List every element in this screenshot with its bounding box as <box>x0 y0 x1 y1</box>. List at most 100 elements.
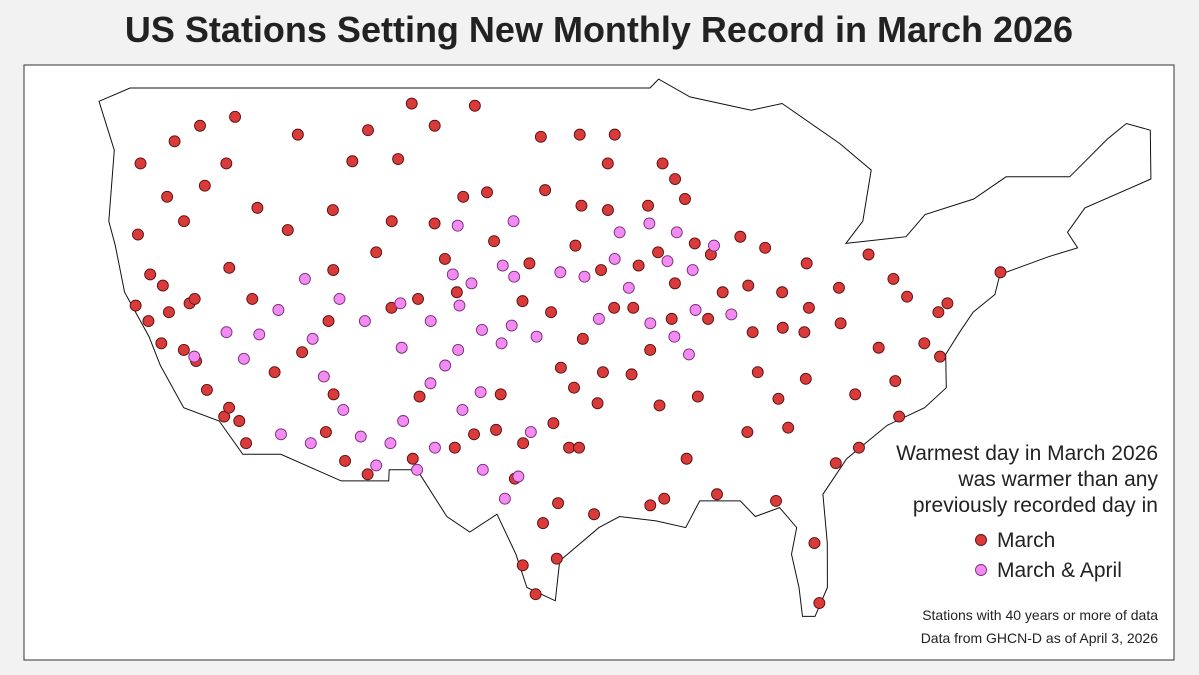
station-dot <box>742 279 755 292</box>
station-dot <box>495 337 508 350</box>
station-dot <box>327 264 340 276</box>
station-dot <box>339 455 352 467</box>
station-dot <box>716 286 729 299</box>
station-dot <box>220 326 233 339</box>
station-dot <box>392 153 405 165</box>
station-dot <box>129 299 142 312</box>
station-dot <box>465 277 478 290</box>
station-dot <box>474 386 487 399</box>
station-dot <box>575 199 588 212</box>
station-dot <box>708 239 720 252</box>
station-dot <box>178 215 190 228</box>
note: Stations with 40 years or more of data <box>922 607 1158 623</box>
station-dot <box>298 272 311 285</box>
station-dot <box>161 190 174 203</box>
station-dot <box>446 268 459 281</box>
station-dot <box>253 328 266 341</box>
station-dot <box>668 330 681 343</box>
station-dot <box>327 388 340 401</box>
station-dot <box>218 410 231 423</box>
station-dot <box>354 430 367 443</box>
station-dot <box>281 224 294 237</box>
station-dot <box>852 441 865 454</box>
station-dot <box>932 306 945 319</box>
legend-label: March <box>997 529 1055 552</box>
station-dot <box>317 370 330 383</box>
station-dot <box>223 401 236 414</box>
station-dot <box>568 381 580 394</box>
station-dot <box>358 315 371 328</box>
station-dot <box>711 488 723 501</box>
station-dot <box>652 246 664 259</box>
station-dot <box>142 315 155 328</box>
station-dot <box>237 352 250 365</box>
station-dot <box>545 306 558 319</box>
station-dot <box>691 390 704 403</box>
station-dot <box>494 388 507 401</box>
station-dot <box>233 415 246 427</box>
station-dot <box>346 155 359 168</box>
station-dot <box>194 119 206 132</box>
station-dot <box>632 259 645 272</box>
station-dot <box>702 312 715 325</box>
station-dot <box>901 290 914 303</box>
legend-title: Warmest day in March 2026 <box>896 442 1158 465</box>
station-dot <box>656 157 669 170</box>
station-dot <box>994 266 1007 279</box>
station-dot <box>508 270 521 283</box>
station-dot <box>734 230 747 243</box>
station-dot <box>476 324 488 336</box>
station-dot <box>220 157 233 170</box>
station-dot <box>395 341 408 354</box>
station-dot <box>223 261 236 274</box>
station-dot <box>291 128 304 141</box>
station-dot <box>268 366 281 379</box>
station-dot <box>644 499 657 512</box>
station-dot <box>134 157 147 170</box>
station-dot <box>246 292 259 305</box>
station-dot <box>337 403 350 416</box>
station-dot <box>643 217 656 230</box>
station-dot <box>862 248 875 261</box>
station-dot <box>394 297 407 310</box>
station-dot <box>385 215 398 228</box>
land <box>98 78 1152 617</box>
station-dot <box>725 308 738 321</box>
station-dot <box>686 264 699 276</box>
station-dot <box>770 494 782 507</box>
station-dot <box>529 588 542 601</box>
station-dot <box>552 497 565 510</box>
station-dot <box>644 317 657 330</box>
station-dot <box>200 383 213 396</box>
station-dot <box>428 119 441 132</box>
station-dot <box>578 270 591 283</box>
station-dot <box>524 426 537 439</box>
legend-label: March & April <box>997 559 1122 582</box>
station-dot <box>481 186 493 199</box>
station-dot <box>608 252 621 265</box>
station-dot <box>573 128 586 141</box>
station-dot <box>808 537 821 550</box>
station-dot <box>177 344 190 356</box>
station-dot <box>588 508 601 521</box>
station-dot <box>554 361 567 374</box>
station-dot <box>304 437 317 450</box>
station-dot <box>665 312 678 325</box>
station-dot <box>746 326 759 339</box>
station-dot <box>275 428 287 441</box>
station-dot <box>517 437 530 450</box>
station-dot <box>370 246 383 259</box>
station-dot <box>322 315 335 328</box>
station-dot <box>625 368 638 381</box>
station-dot <box>456 403 469 416</box>
station-dot <box>813 597 826 609</box>
station-dot <box>683 348 695 361</box>
station-dot <box>563 441 576 454</box>
station-dot <box>413 390 426 403</box>
legend-title: was warmer than any <box>957 468 1158 491</box>
station-dot <box>608 301 621 314</box>
station-dot <box>889 375 902 387</box>
station-dot <box>833 281 845 294</box>
station-dot <box>530 330 543 343</box>
